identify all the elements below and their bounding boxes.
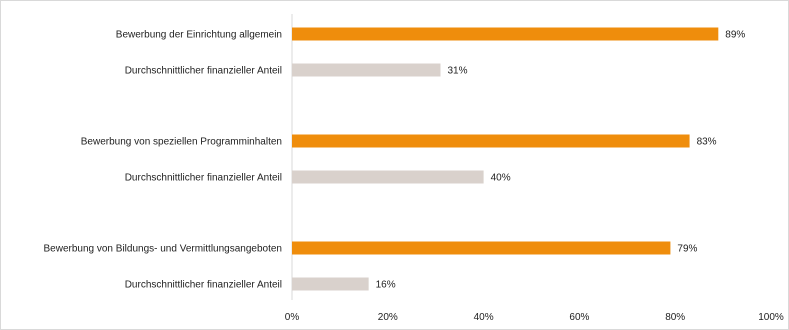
bar-2: [292, 63, 441, 77]
x-tick-label-0: 0%: [285, 312, 300, 323]
value-label-1: 89%: [725, 30, 745, 41]
value-label-4: 40%: [491, 173, 511, 184]
value-label-3: 83%: [697, 137, 717, 148]
category-label-4: Durchschnittlicher finanzieller Anteil: [125, 173, 282, 184]
bar-4: [292, 170, 484, 184]
bar-3: [292, 134, 690, 148]
value-label-5: 79%: [677, 244, 697, 255]
x-tick-label-100: 100%: [758, 312, 784, 323]
x-tick-label-80: 80%: [665, 312, 685, 323]
bar-5: [292, 241, 671, 255]
x-tick-label-60: 60%: [569, 312, 589, 323]
x-tick-label-20: 20%: [378, 312, 398, 323]
value-label-2: 31%: [447, 66, 467, 77]
category-label-6: Durchschnittlicher finanzieller Anteil: [125, 280, 282, 291]
category-label-2: Durchschnittlicher finanzieller Anteil: [125, 66, 282, 77]
x-tick-label-40: 40%: [474, 312, 494, 323]
category-label-3: Bewerbung von speziellen Programminhalte…: [81, 137, 282, 148]
category-label-1: Bewerbung der Einrichtung allgemein: [116, 30, 282, 41]
bar-1: [292, 27, 719, 41]
bar-6: [292, 277, 369, 291]
category-label-5: Bewerbung von Bildungs- und Vermittlungs…: [44, 244, 283, 255]
value-label-6: 16%: [376, 280, 396, 291]
